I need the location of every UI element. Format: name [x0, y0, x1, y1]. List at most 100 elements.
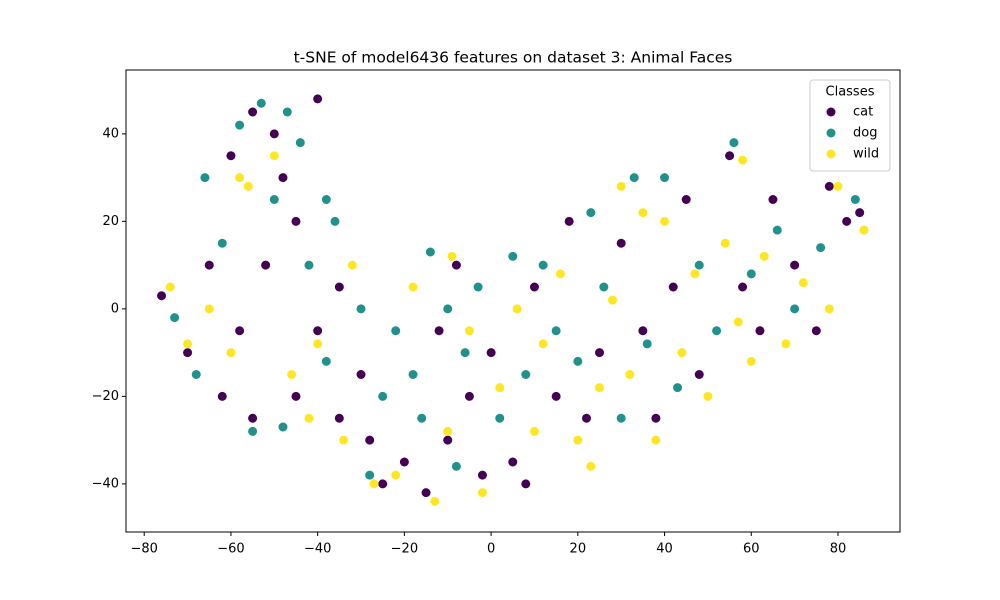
- point: [391, 326, 401, 336]
- point: [573, 356, 583, 366]
- point: [842, 216, 852, 226]
- legend-box: [809, 79, 891, 172]
- point: [235, 120, 245, 130]
- point: [573, 435, 583, 445]
- point: [217, 391, 227, 401]
- point: [824, 181, 834, 191]
- point: [746, 356, 756, 366]
- point: [217, 238, 227, 248]
- point: [824, 304, 834, 314]
- point: [464, 326, 474, 336]
- point: [586, 461, 596, 471]
- point: [564, 216, 574, 226]
- point: [313, 326, 323, 336]
- point: [720, 238, 730, 248]
- point: [616, 238, 626, 248]
- point: [733, 317, 743, 327]
- y-tick-label: −40: [92, 476, 119, 491]
- point: [356, 304, 366, 314]
- point: [287, 370, 297, 379]
- point: [521, 479, 531, 489]
- point: [642, 339, 652, 349]
- y-tick-label: 20: [102, 214, 119, 229]
- point: [790, 304, 800, 314]
- point: [725, 151, 735, 161]
- point: [226, 151, 236, 161]
- point: [781, 339, 791, 349]
- point: [473, 282, 483, 292]
- point: [512, 304, 522, 314]
- point: [451, 461, 461, 471]
- point: [599, 282, 609, 292]
- point: [681, 195, 691, 204]
- point: [816, 243, 826, 253]
- point: [855, 208, 865, 218]
- point: [191, 370, 201, 379]
- point: [486, 348, 496, 358]
- point: [243, 181, 253, 191]
- point: [529, 426, 539, 436]
- point: [430, 496, 440, 506]
- point: [538, 260, 548, 270]
- point: [508, 457, 518, 467]
- legend-label: cat: [853, 105, 873, 120]
- point: [434, 326, 444, 336]
- point: [165, 282, 175, 292]
- point: [356, 370, 366, 379]
- point: [529, 282, 539, 292]
- point: [269, 129, 279, 139]
- point: [608, 295, 618, 305]
- point: [369, 479, 379, 489]
- x-tick-label: 0: [487, 542, 495, 557]
- x-tick-label: −80: [130, 542, 157, 557]
- point: [170, 313, 180, 323]
- point: [321, 356, 331, 366]
- point: [521, 370, 531, 379]
- y-tick-label: 40: [102, 126, 119, 141]
- point: [755, 326, 765, 336]
- point: [443, 304, 453, 314]
- point: [256, 98, 266, 108]
- point: [668, 282, 678, 292]
- point: [759, 251, 769, 261]
- point: [183, 348, 193, 358]
- x-tick-label: 20: [570, 542, 587, 557]
- point: [226, 348, 236, 358]
- point: [508, 251, 518, 261]
- y-tick-label: −20: [92, 389, 119, 404]
- point: [235, 326, 245, 336]
- point: [269, 195, 279, 204]
- point: [278, 422, 288, 432]
- point: [339, 435, 349, 445]
- point: [291, 216, 301, 226]
- point: [694, 260, 704, 270]
- point: [811, 326, 821, 336]
- point: [638, 326, 648, 336]
- point: [586, 208, 596, 218]
- point: [157, 291, 167, 301]
- point: [378, 391, 388, 401]
- point: [378, 479, 388, 489]
- point: [859, 225, 869, 235]
- legend-label: dog: [853, 126, 877, 141]
- point: [421, 488, 431, 498]
- point: [443, 435, 453, 445]
- point: [729, 138, 739, 148]
- point: [690, 269, 700, 279]
- point: [447, 251, 457, 261]
- point: [833, 181, 843, 191]
- point: [551, 391, 561, 401]
- point: [703, 391, 713, 401]
- point: [798, 278, 808, 288]
- point: [677, 348, 687, 358]
- point: [365, 470, 375, 480]
- point: [595, 348, 605, 358]
- point: [790, 260, 800, 270]
- point: [235, 173, 245, 183]
- point: [477, 488, 487, 498]
- point: [347, 260, 357, 270]
- point: [282, 107, 292, 117]
- point: [313, 94, 323, 104]
- legend-marker: [826, 128, 836, 138]
